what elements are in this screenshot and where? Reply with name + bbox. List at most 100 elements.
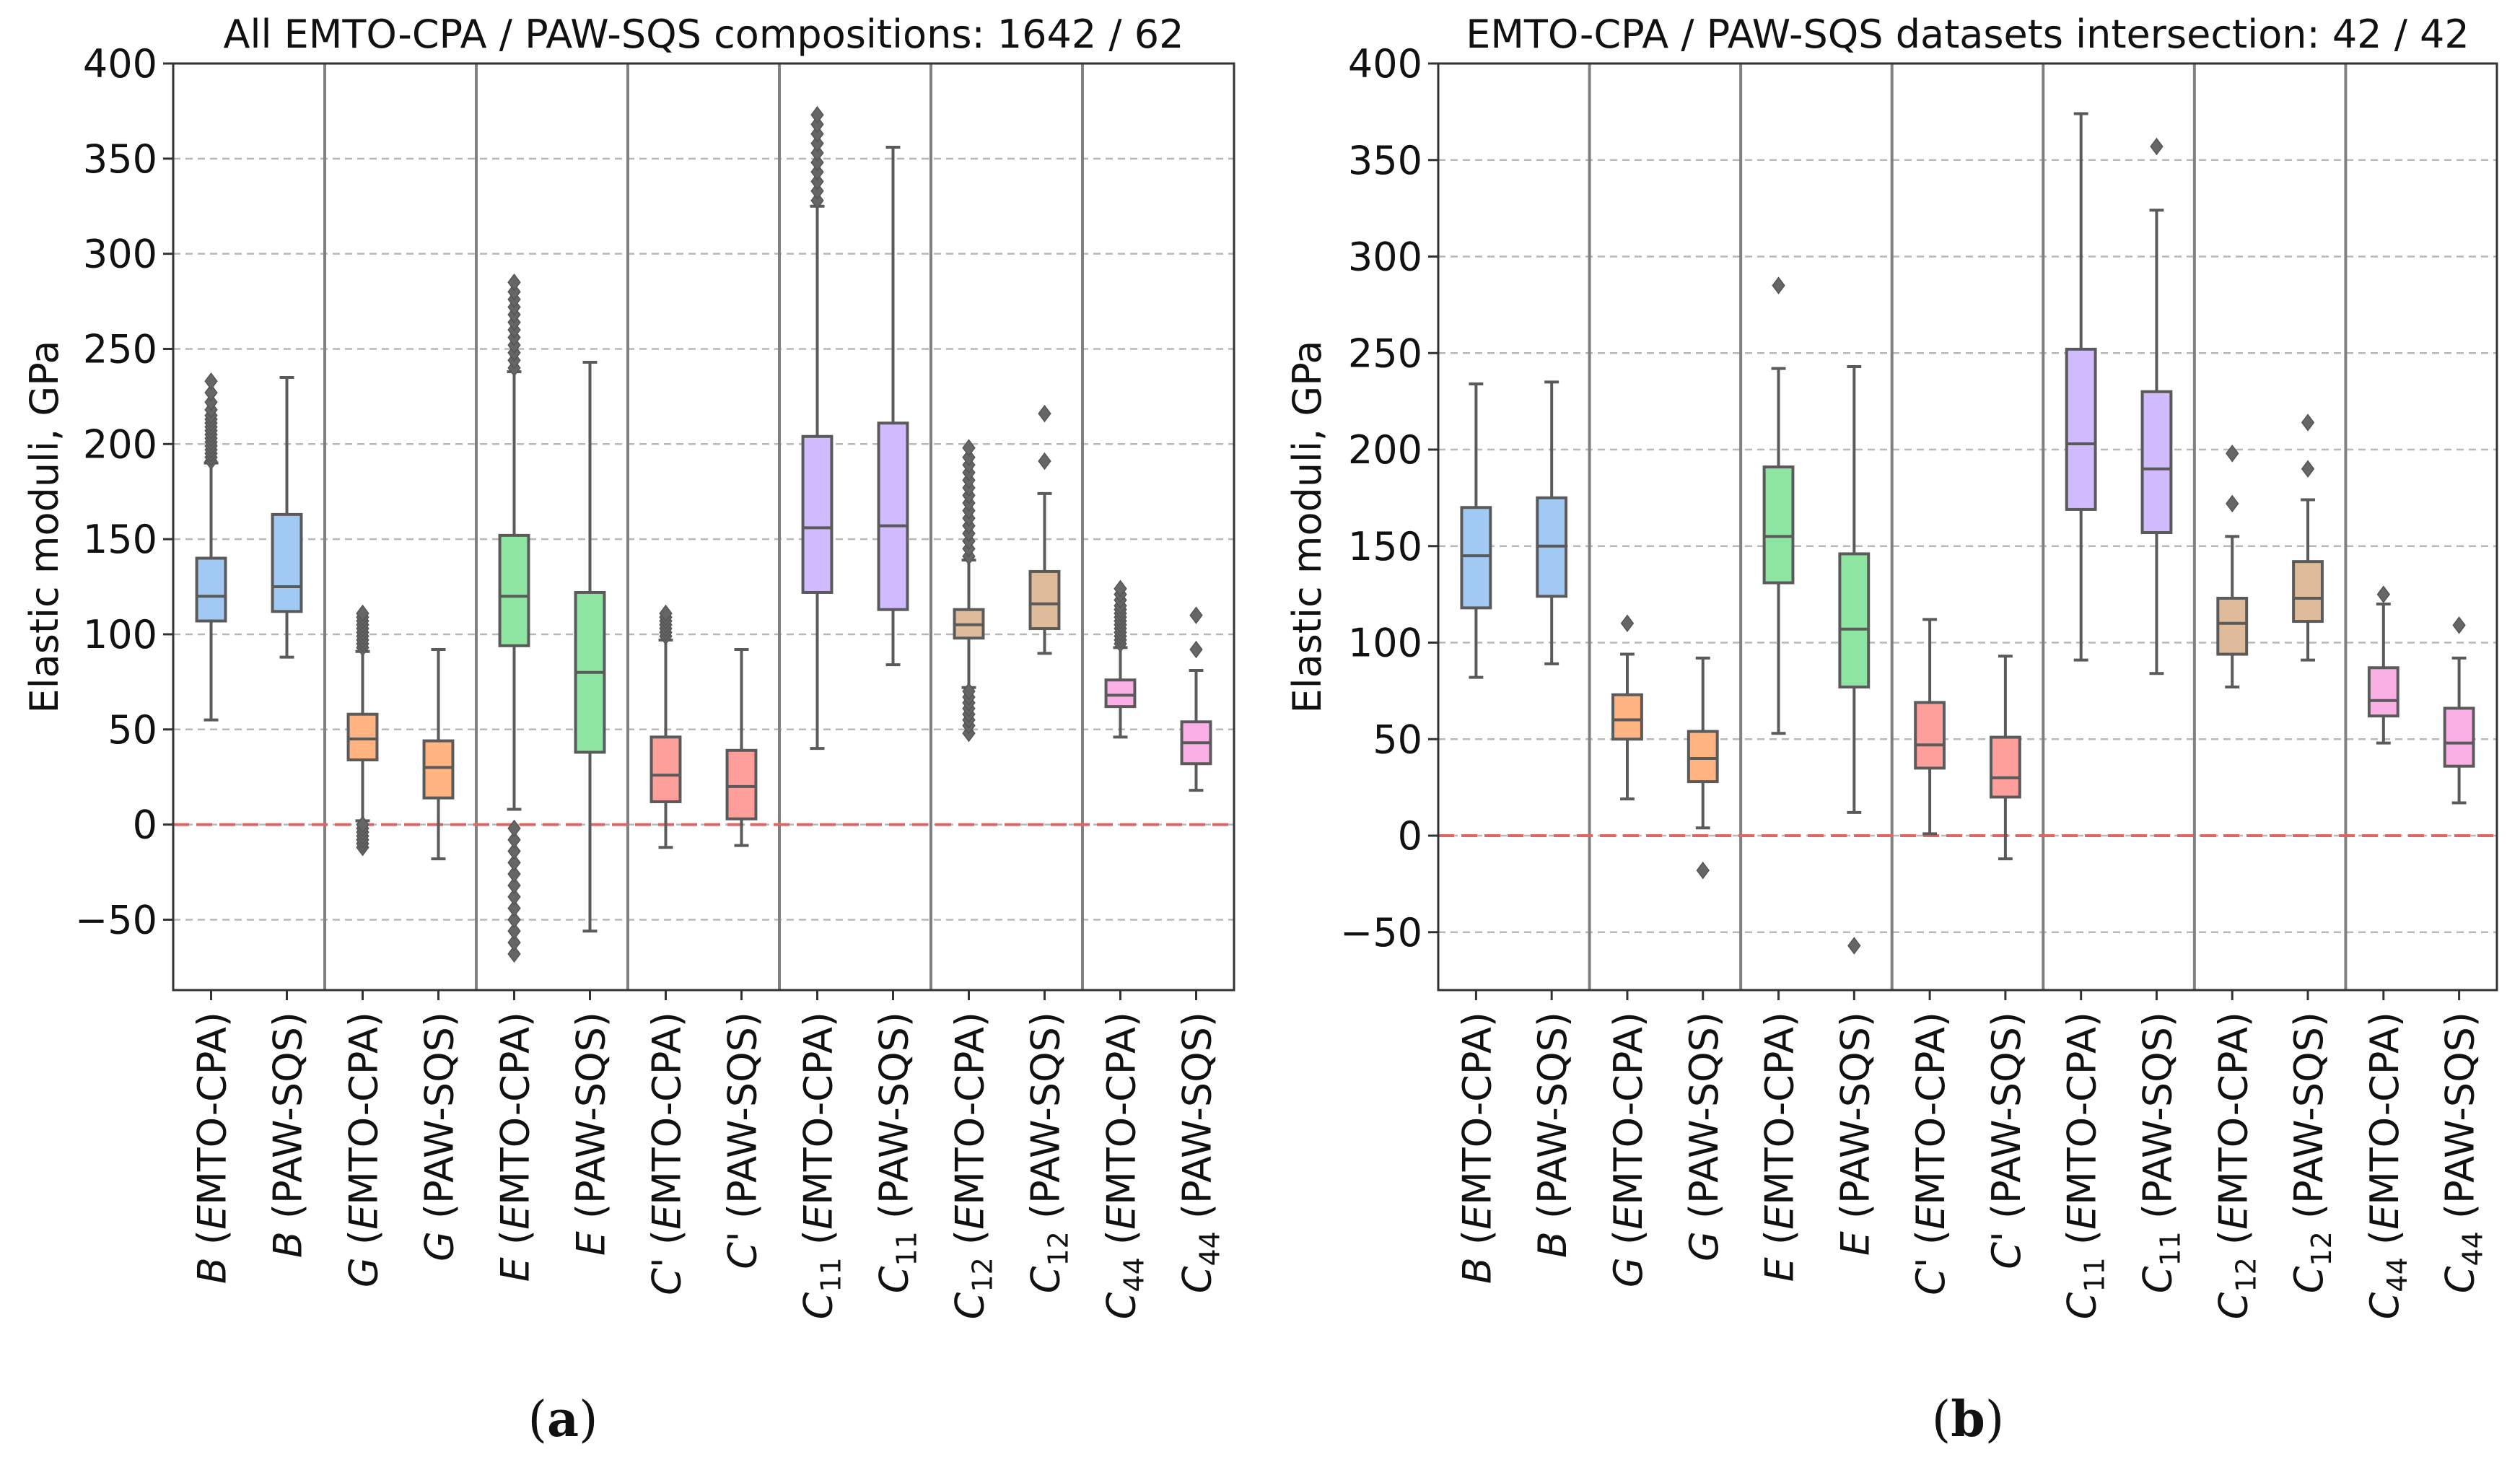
x-tick-label-method: MTO-CPA) bbox=[341, 1012, 387, 1205]
x-tick-label-method: PAW-SQS) bbox=[720, 1012, 766, 1204]
y-tick-label: 300 bbox=[83, 232, 157, 277]
outlier-point bbox=[507, 865, 521, 883]
x-tick-label: C12 (PAW-SQS) bbox=[2286, 1012, 2337, 1293]
outlier-point bbox=[1772, 276, 1785, 294]
x-tick-label-paren: ( bbox=[190, 1230, 235, 1257]
x-tick-label: C11 (EMTO-CPA) bbox=[796, 1012, 847, 1319]
panel-title: EMTO-CPA / PAW-SQS datasets intersection… bbox=[1466, 12, 2469, 57]
x-tick-label-subscript: 12 bbox=[2230, 1257, 2262, 1292]
x-tick-label-method-initial: E bbox=[1099, 1204, 1145, 1230]
x-tick-label-paren: ( bbox=[569, 1204, 614, 1231]
x-tick-label-symbol: B bbox=[1454, 1257, 1500, 1284]
x-tick-label-paren: ( bbox=[1530, 1204, 1575, 1231]
box-b-emto-cpa bbox=[195, 372, 227, 722]
box-b-emto-cpa bbox=[1460, 382, 1492, 679]
x-tick-label-subscript: 11 bbox=[815, 1257, 847, 1292]
outlier-point bbox=[1038, 404, 1051, 423]
box-iqr bbox=[1686, 730, 1719, 784]
x-tick-label-method: PAW-SQS) bbox=[2286, 1012, 2332, 1204]
box-iqr bbox=[2443, 706, 2475, 768]
x-tick-label-method: PAW-SQS) bbox=[1023, 1012, 1069, 1204]
outlier-point bbox=[507, 854, 521, 872]
box-iqr bbox=[2292, 560, 2324, 624]
x-tick-label-method-initial: E bbox=[1454, 1204, 1500, 1230]
x-tick-label-paren: ( bbox=[417, 1204, 463, 1231]
x-tick-label-paren: ( bbox=[1454, 1230, 1500, 1257]
plot-frame bbox=[172, 62, 1235, 992]
x-tick-label-method: PAW-SQS) bbox=[2135, 1012, 2180, 1204]
box-e-emto-cpa bbox=[1762, 276, 1795, 735]
panel-a: B (EMTO-CPA)B (PAW-SQS)G (EMTO-CPA)G (PA… bbox=[22, 12, 1235, 1448]
x-tick-label-subscript: 12 bbox=[1043, 1231, 1075, 1266]
x-tick-label-paren: ( bbox=[644, 1230, 690, 1257]
y-tick-label: 250 bbox=[83, 326, 157, 372]
box-e-paw-sqs bbox=[1838, 364, 1871, 955]
panel-caption: (a) bbox=[528, 1391, 598, 1448]
x-tick-label-method: PAW-SQS) bbox=[872, 1012, 917, 1204]
outlier-point bbox=[1847, 937, 1861, 955]
x-tick-label: C12 (EMTO-CPA) bbox=[948, 1012, 999, 1319]
y-axis-label: Elastic moduli, GPa bbox=[1285, 341, 1330, 714]
x-tick-label-method: MTO-CPA) bbox=[1908, 1012, 1954, 1205]
x-tick-label-method-initial: E bbox=[644, 1204, 690, 1230]
x-tick-label-method: PAW-SQS) bbox=[2438, 1012, 2483, 1204]
x-tick-label-subscript: 44 bbox=[1119, 1257, 1150, 1292]
box-g-emto-cpa bbox=[1611, 614, 1643, 801]
outlier-point bbox=[1189, 640, 1203, 659]
outlier-point bbox=[1620, 614, 1635, 632]
x-tick-label-method: MTO-CPA) bbox=[2210, 1012, 2256, 1205]
x-tick-label: C12 (PAW-SQS) bbox=[1023, 1012, 1075, 1293]
caption-open-paren: ( bbox=[1932, 1391, 1951, 1448]
x-tick-label-paren: ( bbox=[1757, 1230, 1803, 1257]
box-c11-emto-cpa bbox=[2065, 112, 2097, 662]
outlier-point bbox=[356, 604, 369, 623]
x-tick-label-symbol: E bbox=[569, 1230, 614, 1256]
box-iqr bbox=[1104, 678, 1137, 709]
outlier-point bbox=[2226, 494, 2239, 513]
plot-frame bbox=[1437, 62, 2498, 992]
x-tick-label-method-initial: E bbox=[190, 1204, 235, 1230]
box-iqr bbox=[649, 735, 682, 803]
outlier-point bbox=[1038, 452, 1051, 471]
outlier-point bbox=[2226, 445, 2239, 463]
box-iqr bbox=[2065, 347, 2097, 511]
x-tick-label-method-initial: E bbox=[2362, 1204, 2407, 1230]
box-iqr bbox=[1914, 701, 1946, 770]
x-tick-label-paren: ( bbox=[796, 1230, 841, 1257]
x-tick-label: C11 (PAW-SQS) bbox=[2135, 1012, 2186, 1293]
x-tick-label-symbol: C bbox=[2362, 1292, 2407, 1319]
x-tick-label-paren: ( bbox=[872, 1204, 917, 1231]
outlier-point bbox=[507, 945, 521, 963]
x-tick-label-method-initial: E bbox=[1757, 1204, 1803, 1230]
outlier-point bbox=[810, 153, 824, 172]
outlier-point bbox=[810, 172, 824, 191]
x-tick-label-symbol: E bbox=[493, 1256, 538, 1282]
y-tick-label: 350 bbox=[1348, 138, 1422, 183]
box-e-emto-cpa bbox=[498, 273, 530, 963]
y-tick-label: 100 bbox=[1348, 621, 1422, 666]
x-tick-label: C' (EMTO-CPA) bbox=[644, 1012, 690, 1295]
x-tick-label-symbol: C' bbox=[720, 1231, 766, 1269]
outlier-point bbox=[2301, 414, 2315, 432]
x-tick-label-paren: ( bbox=[2362, 1230, 2407, 1257]
x-tick-label-method: MTO-CPA) bbox=[493, 1012, 538, 1205]
x-tick-label-symbol: G bbox=[341, 1257, 387, 1287]
x-tick-label-symbol: C bbox=[796, 1292, 841, 1319]
x-tick-label-symbol: E bbox=[1832, 1230, 1878, 1256]
x-tick-label-symbol: E bbox=[1757, 1256, 1803, 1282]
x-tick-label-symbol: C bbox=[1099, 1292, 1145, 1319]
box-c44-emto-cpa bbox=[1104, 579, 1137, 739]
outlier-point bbox=[810, 105, 824, 124]
box-c12-emto-cpa bbox=[953, 439, 985, 743]
x-tick-label: C12 (EMTO-CPA) bbox=[2210, 1012, 2262, 1319]
outlier-point bbox=[1114, 579, 1127, 598]
outlier-point bbox=[810, 163, 824, 181]
box-cprime-emto-cpa bbox=[1914, 618, 1946, 836]
outlier-point bbox=[507, 911, 521, 929]
outlier-point bbox=[2301, 460, 2315, 478]
y-tick-label: 250 bbox=[1348, 331, 1422, 376]
x-tick-label-paren: ( bbox=[1606, 1230, 1651, 1257]
box-c44-paw-sqs bbox=[1180, 606, 1212, 792]
x-tick-label: G (EMTO-CPA) bbox=[341, 1012, 387, 1287]
